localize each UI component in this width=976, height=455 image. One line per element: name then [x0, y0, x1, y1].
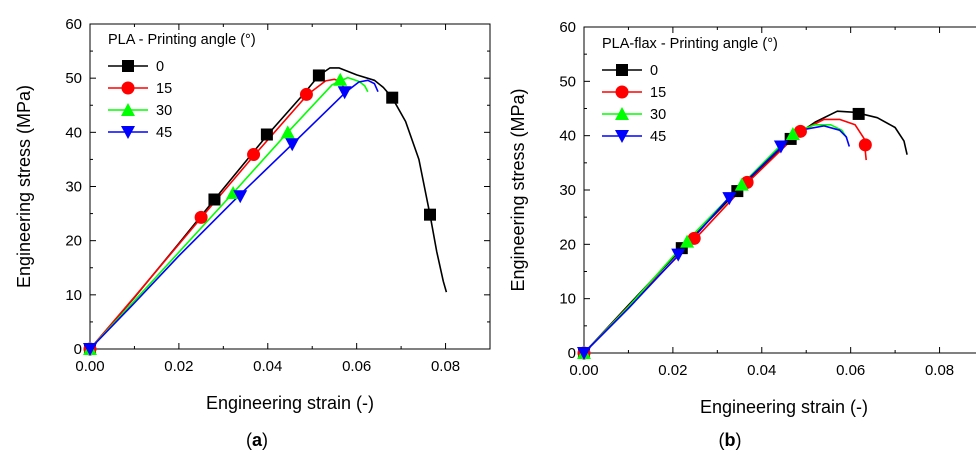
y-tick-group: 0 10 20 30 40 50 60	[65, 16, 490, 358]
legend-label-15: 15	[650, 85, 666, 101]
legend-label-45: 45	[650, 129, 666, 145]
series-line-30	[583, 124, 848, 354]
y-tick-label: 10	[65, 287, 82, 304]
series-markers	[577, 107, 872, 360]
y-tick-label: 30	[559, 182, 576, 199]
x-tick-label: 0.04	[747, 362, 776, 379]
x-axis-label: Engineering strain (-)	[206, 393, 374, 413]
legend: PLA - Printing angle (°) 0 15 30 45	[108, 32, 256, 141]
data-point-15	[299, 87, 313, 101]
legend: PLA-flax - Printing angle (°) 0 15 30 45	[602, 36, 778, 145]
y-tick-label: 40	[65, 124, 82, 141]
y-tick-label: 60	[65, 16, 82, 33]
data-point-0	[260, 128, 273, 141]
legend-marker-45	[121, 126, 135, 139]
data-point-0	[424, 208, 436, 221]
legend-title: PLA-flax - Printing angle (°)	[602, 36, 778, 52]
y-axis-label: Engineering stress (MPa)	[14, 85, 34, 288]
data-point-15	[247, 148, 261, 162]
data-point-0	[312, 69, 325, 82]
panel-label: (b)	[719, 430, 742, 450]
data-point-15	[687, 231, 701, 245]
y-tick-label: 50	[559, 73, 576, 90]
y-tick-label: 50	[65, 70, 82, 87]
data-point-30	[785, 127, 800, 141]
y-tick-label: 60	[559, 19, 576, 36]
x-tick-label: 0.00	[569, 362, 598, 379]
series-line-15	[583, 118, 867, 354]
x-tick-label: 0.02	[164, 358, 193, 375]
legend-label-30: 30	[156, 103, 172, 119]
x-tick-label: 0.04	[253, 358, 282, 375]
y-tick-group: 0 10 20 30 40 50 60	[559, 19, 590, 362]
y-tick-label: 40	[559, 128, 576, 145]
data-point-45	[83, 343, 97, 356]
data-point-45	[722, 192, 737, 206]
y-tick-label: 0	[74, 341, 82, 358]
data-point-15	[194, 210, 208, 224]
y-axis-label: Engineering stress (MPa)	[508, 88, 528, 291]
data-point-0	[386, 91, 399, 104]
legend-label-45: 45	[156, 125, 172, 141]
legend-marker-30	[615, 107, 629, 120]
chart-panel-b: 0.00 0.02 0.04 0.06 0.08 0 10 20 30 40 50 60 PLA-f…	[508, 19, 976, 450]
legend-marker-15	[121, 81, 135, 95]
data-point-30	[734, 177, 749, 191]
series-markers	[83, 69, 436, 356]
data-point-30	[280, 125, 295, 139]
y-tick-label: 10	[559, 291, 576, 308]
x-tick-label: 0.08	[925, 362, 954, 379]
data-point-30	[333, 72, 348, 86]
series-line-45	[583, 125, 851, 354]
data-point-45	[337, 86, 352, 100]
y-tick-label: 20	[65, 233, 82, 250]
legend-marker-0	[616, 64, 628, 76]
legend-marker-15	[615, 85, 629, 99]
data-point-15	[858, 138, 872, 152]
x-tick-label: 0.02	[658, 362, 687, 379]
series-line-30	[89, 76, 369, 350]
chart-panel-a: 0.00 0.02 0.04 0.06 0.08 0 10 20 30 40 50 60 PLA -…	[14, 16, 491, 450]
y-tick-label: 0	[568, 345, 576, 362]
data-point-45	[233, 190, 248, 204]
legend-title: PLA - Printing angle (°)	[108, 32, 256, 48]
legend-marker-45	[615, 130, 629, 143]
y-tick-label: 30	[65, 179, 82, 196]
panel-label: (a)	[246, 430, 268, 450]
legend-label-0: 0	[650, 63, 658, 79]
data-point-45	[285, 138, 300, 152]
data-point-45	[577, 347, 591, 360]
data-point-0	[852, 107, 865, 120]
plot-frame	[583, 26, 976, 354]
series-curves	[583, 110, 908, 354]
data-point-15	[793, 124, 807, 138]
y-tick-label: 20	[559, 236, 576, 253]
series-line-0	[583, 110, 908, 354]
data-point-30	[680, 234, 695, 248]
legend-label-15: 15	[156, 81, 172, 97]
x-tick-group: 0.00 0.02 0.04 0.06 0.08	[569, 27, 954, 379]
plot-frame	[89, 23, 491, 350]
data-point-45	[773, 140, 788, 154]
x-tick-label: 0.06	[836, 362, 865, 379]
x-axis-label: Engineering strain (-)	[700, 397, 868, 417]
series-line-45	[89, 79, 379, 350]
data-point-0	[208, 193, 221, 206]
legend-marker-0	[122, 60, 134, 72]
x-tick-group: 0.00 0.02 0.04 0.06 0.08	[75, 24, 491, 375]
x-tick-label: 0.08	[431, 358, 460, 375]
x-tick-label: 0.06	[342, 358, 371, 375]
legend-marker-30	[121, 103, 135, 116]
data-point-45	[671, 248, 686, 262]
x-tick-label: 0.00	[75, 358, 104, 375]
legend-label-0: 0	[156, 59, 164, 75]
legend-label-30: 30	[650, 107, 666, 123]
